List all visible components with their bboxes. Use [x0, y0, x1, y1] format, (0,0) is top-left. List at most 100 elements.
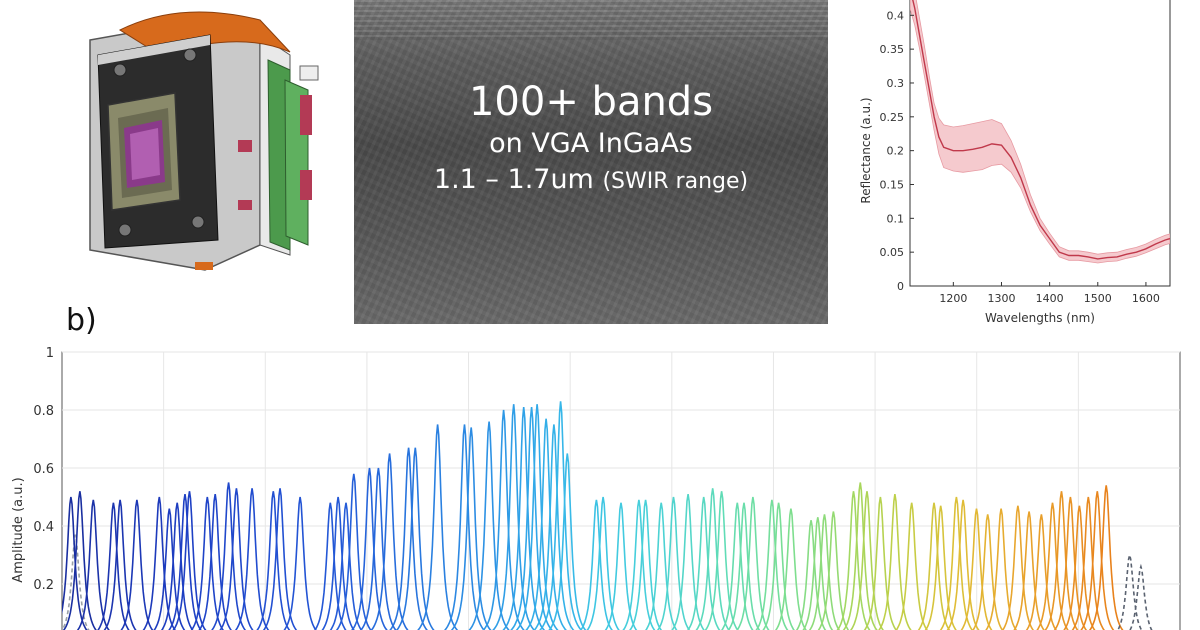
- filter-peak-line: [622, 499, 656, 630]
- filter-peak-line: [878, 493, 912, 630]
- filter-peak-line: [671, 493, 705, 630]
- x-axis-label: Wavelengths (nm): [985, 311, 1095, 325]
- filter-peak-line: [1001, 505, 1034, 630]
- filter-peak-line: [502, 407, 546, 630]
- y-tick-label: 0.35: [880, 43, 905, 56]
- filter-peak-line: [539, 401, 583, 630]
- bands-count-text: 100+ bands: [468, 79, 714, 125]
- filter-peak-line: [849, 491, 884, 630]
- filter-peak-line: [1071, 496, 1105, 630]
- y-axis-label: Amplitude (a.u.): [11, 477, 26, 582]
- filter-peak-line: [802, 517, 834, 630]
- sensor-texture: [354, 0, 828, 324]
- sensor-type-text: on VGA InGaAs: [489, 128, 693, 159]
- x-tick-label: 1500: [1084, 292, 1112, 305]
- filter-peak-line: [153, 508, 186, 630]
- filter-peak-line: [283, 496, 317, 630]
- sensor-image-panel: 100+ bands on VGA InGaAs 1.1 – 1.7um (SW…: [354, 0, 828, 324]
- filter-peak-line: [62, 491, 97, 630]
- x-tick-label: 1300: [987, 292, 1015, 305]
- y-tick-label: 0.4: [33, 520, 54, 535]
- filter-peak-line: [395, 447, 435, 630]
- filter-peak-line: [190, 496, 224, 630]
- filter-peak-line: [985, 508, 1018, 630]
- filter-peak-line: [211, 482, 247, 630]
- filter-peak-line: [314, 502, 347, 630]
- range-sub: (SWIR range): [602, 169, 749, 194]
- filter-peak-line: [62, 534, 90, 630]
- x-tick-label: 1600: [1132, 292, 1160, 305]
- filter-peak-line: [836, 491, 871, 630]
- range-main: 1.1 – 1.7um: [433, 164, 594, 195]
- filter-peak-line: [468, 421, 510, 630]
- filter-peak-line: [234, 488, 270, 630]
- filter-peak-line: [604, 502, 638, 630]
- sensor-caption: 100+ bands on VGA InGaAs 1.1 – 1.7um (SW…: [354, 78, 828, 200]
- filter-peak-line: [704, 491, 739, 630]
- filter-peak-line: [972, 514, 1004, 630]
- y-tick-label: 0.6: [33, 462, 54, 477]
- filter-peak-line: [417, 424, 459, 630]
- filter-peak-line: [76, 499, 110, 630]
- filter-peak-line: [548, 453, 587, 630]
- y-tick-label: 0.15: [880, 178, 905, 191]
- mean-reflectance-line: [912, 0, 1170, 260]
- filter-peak-line: [370, 453, 409, 630]
- filter-peak-line: [579, 499, 613, 630]
- filter-peak-line: [1080, 491, 1115, 630]
- filter-peak-line: [515, 404, 559, 630]
- filter-peak-line: [727, 502, 761, 630]
- filter-peak-line: [525, 418, 567, 630]
- filter-peak-line: [687, 496, 721, 630]
- y-tick-label: 0.25: [880, 111, 905, 124]
- peaks-group: [62, 401, 1153, 630]
- filter-peak-line: [443, 424, 486, 630]
- filter-peak-line: [142, 496, 176, 630]
- filter-peak-line: [160, 502, 194, 630]
- filter-peak-line: [1129, 563, 1153, 630]
- filter-peak-line: [895, 502, 928, 630]
- y-tick-label: 0.05: [880, 246, 905, 259]
- amplitude-chart: 0.2 0.4 0.6 0.8 1 Amplitude (a.u.): [11, 346, 1181, 630]
- filter-peak-line: [1013, 511, 1045, 630]
- filter-peak-line: [586, 496, 620, 630]
- filter-peak-line: [795, 520, 827, 630]
- filter-peak-line: [842, 482, 878, 630]
- y-tick-label: 0.2: [887, 145, 905, 158]
- filter-peak-line: [198, 493, 232, 630]
- filter-peak-line: [329, 502, 363, 630]
- filter-peak-line: [917, 502, 951, 630]
- filter-peak-line: [863, 496, 897, 630]
- filter-peak-line: [262, 488, 298, 630]
- filter-peak-line: [946, 499, 980, 630]
- filter-peak-line: [960, 508, 993, 630]
- y-tick-label: 1: [46, 346, 54, 361]
- y-tick-label: 0: [897, 280, 904, 293]
- y-tick-label: 0.1: [887, 212, 905, 225]
- filter-peak-line: [736, 496, 770, 630]
- filter-peak-line: [389, 447, 428, 630]
- filter-peak-line: [172, 491, 207, 630]
- confidence-band: [910, 0, 1170, 264]
- filter-peak-line: [1088, 485, 1124, 630]
- filter-peak-line: [351, 467, 388, 630]
- wavelength-range-text: 1.1 – 1.7um (SWIR range): [354, 162, 828, 200]
- filter-peak-line: [1063, 505, 1096, 630]
- filter-peak-line: [360, 467, 397, 630]
- filter-peak-line: [720, 502, 754, 630]
- filter-peak-line: [808, 514, 841, 630]
- filter-peak-line: [924, 505, 957, 630]
- x-tick-label: 1200: [939, 292, 967, 305]
- camera-module-image: [89, 11, 319, 271]
- y-tick-label: 0.3: [887, 77, 905, 90]
- filter-peak-line: [492, 404, 536, 630]
- y-tick-label: 0.8: [33, 404, 54, 419]
- filter-peak-line: [1025, 514, 1057, 630]
- filter-peak-line: [1053, 496, 1088, 630]
- filter-peak-line: [120, 499, 154, 630]
- reflectance-chart: 0 0.05 0.1 0.15 0.2 0.25 0.3 0.35 0.4 1200 1300 140…: [859, 0, 1171, 325]
- filter-peak-line: [629, 499, 663, 630]
- filter-peak-line: [256, 491, 291, 630]
- filter-peak-line: [321, 496, 355, 630]
- series-group: [910, 0, 1170, 264]
